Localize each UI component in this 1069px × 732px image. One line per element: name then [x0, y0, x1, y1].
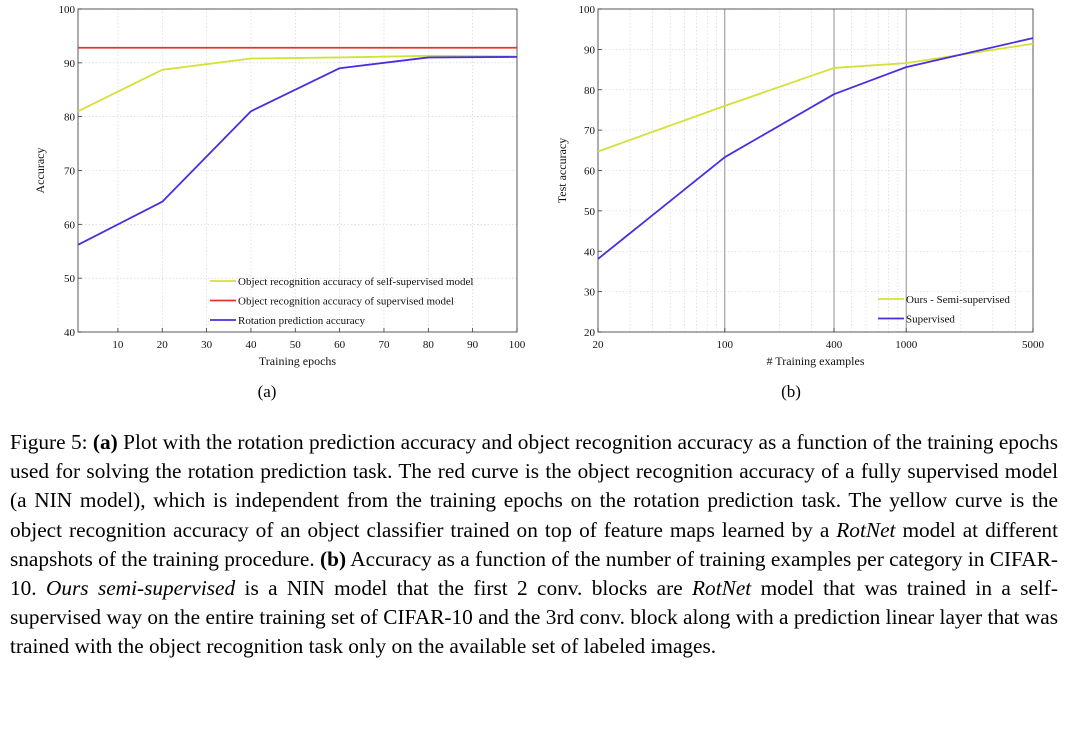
x-tick-label: 20 [157, 339, 169, 351]
caption-label: Figure 5: [10, 430, 88, 454]
y-tick-label: 60 [584, 166, 596, 178]
caption-a-text-2: model at different snapshots of the trai… [10, 517, 1058, 571]
x-tick-label: 1000 [895, 339, 918, 351]
y-tick-label: 40 [584, 246, 596, 258]
caption-a-marker: (a) [92, 430, 118, 454]
y-tick-label: 90 [584, 44, 596, 56]
x-tick-label: 30 [201, 339, 213, 351]
legend-label: Supervised [906, 314, 955, 326]
legend-label: Object recognition accuracy of supervise… [238, 296, 454, 308]
caption-rotnet-2: RotNet [692, 576, 752, 601]
y-tick-label: 40 [64, 327, 76, 339]
y-tick-label: 30 [584, 287, 596, 299]
x-tick-label: 80 [423, 339, 435, 351]
caption-ours-semi: Ours semi-supervised [45, 576, 236, 601]
x-tick-label: 40 [245, 339, 257, 351]
y-axis-label: Test accuracy [555, 138, 569, 203]
subfigure-label: (b) [781, 382, 801, 401]
series-line [597, 37, 1034, 260]
y-tick-label: 70 [64, 166, 76, 178]
y-tick-label: 80 [64, 112, 76, 124]
x-tick-label: 50 [290, 339, 302, 351]
y-tick-label: 70 [584, 125, 596, 137]
x-tick-label: 10 [112, 339, 124, 351]
legend-label: Ours - Semi-supervised [906, 294, 1010, 306]
figure-caption: Figure 5: (a) Plot with the rotation pre… [10, 428, 1058, 662]
subfigure-label: (a) [258, 382, 277, 401]
y-tick-label: 90 [64, 58, 76, 70]
y-tick-label: 80 [584, 85, 596, 97]
y-tick-label: 100 [59, 4, 76, 16]
x-axis-label: Training epochs [259, 354, 337, 368]
x-tick-label: 400 [826, 339, 843, 351]
x-tick-label: 20 [593, 339, 605, 351]
x-axis-label: # Training examples [767, 354, 865, 368]
x-tick-label: 70 [378, 339, 390, 351]
legend-label: Rotation prediction accuracy [238, 315, 366, 327]
chart-a: 40 50 60 70 80 90 100 10 20 30 40 50 60 70 80 90 100 Trai… [33, 4, 526, 401]
caption-b-text-3: model that was trained in a self-supervi… [10, 576, 1058, 659]
caption-a-text: Plot with the rotation prediction accura… [10, 430, 1058, 542]
caption-b-text-2: is a NIN model that the first 2 conv. bl… [244, 576, 683, 601]
y-axis-label: Accuracy [33, 148, 47, 194]
legend-label: Object recognition accuracy of self-supe… [238, 276, 474, 288]
x-tick-label: 5000 [1022, 339, 1045, 351]
y-tick-label: 50 [584, 206, 596, 218]
x-tick-label: 60 [334, 339, 346, 351]
y-tick-label: 60 [64, 219, 76, 231]
figure: 40 50 60 70 80 90 100 10 20 30 40 50 60 70 80 90 100 Trai… [33, 4, 1045, 401]
x-tick-label: 100 [717, 339, 734, 351]
y-tick-label: 20 [584, 327, 596, 339]
chart-b: 20 30 40 50 60 70 80 90 100 20 100 400 1000 5000 # Tra… [555, 4, 1045, 401]
series-line [597, 42, 1034, 153]
series-line [77, 54, 518, 113]
caption-b-text: Accuracy as a function of the number of … [10, 546, 1058, 601]
caption-rotnet-1: RotNet [836, 517, 896, 542]
y-tick-label: 50 [64, 273, 76, 285]
caption-b-marker: (b) [320, 546, 347, 571]
y-tick-label: 100 [579, 4, 596, 16]
series-line [77, 56, 518, 246]
x-tick-label: 100 [509, 339, 526, 351]
x-tick-label: 90 [467, 339, 479, 351]
